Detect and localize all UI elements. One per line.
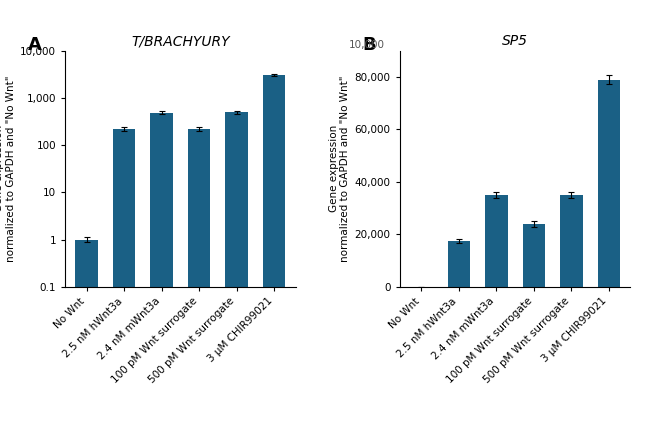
Bar [263,76,285,422]
Y-axis label: Gene expression
normalized to GAPDH and "No Wnt": Gene expression normalized to GAPDH and … [0,76,16,262]
Bar [150,113,173,422]
Bar [188,129,211,422]
Bar [485,195,508,287]
Text: A: A [28,36,42,54]
Bar [75,240,98,422]
Y-axis label: Gene expression
normalized to GAPDH and "No Wnt": Gene expression normalized to GAPDH and … [329,76,350,262]
Text: 10,000: 10,000 [349,40,385,50]
Bar [226,112,248,422]
Title: SP5: SP5 [502,34,528,48]
Bar [523,224,545,287]
Bar [113,129,135,422]
Title: T/BRACHYURY: T/BRACHYURY [131,34,229,48]
Bar [560,195,582,287]
Bar [448,241,470,287]
Bar [597,79,620,287]
Text: B: B [363,36,376,54]
